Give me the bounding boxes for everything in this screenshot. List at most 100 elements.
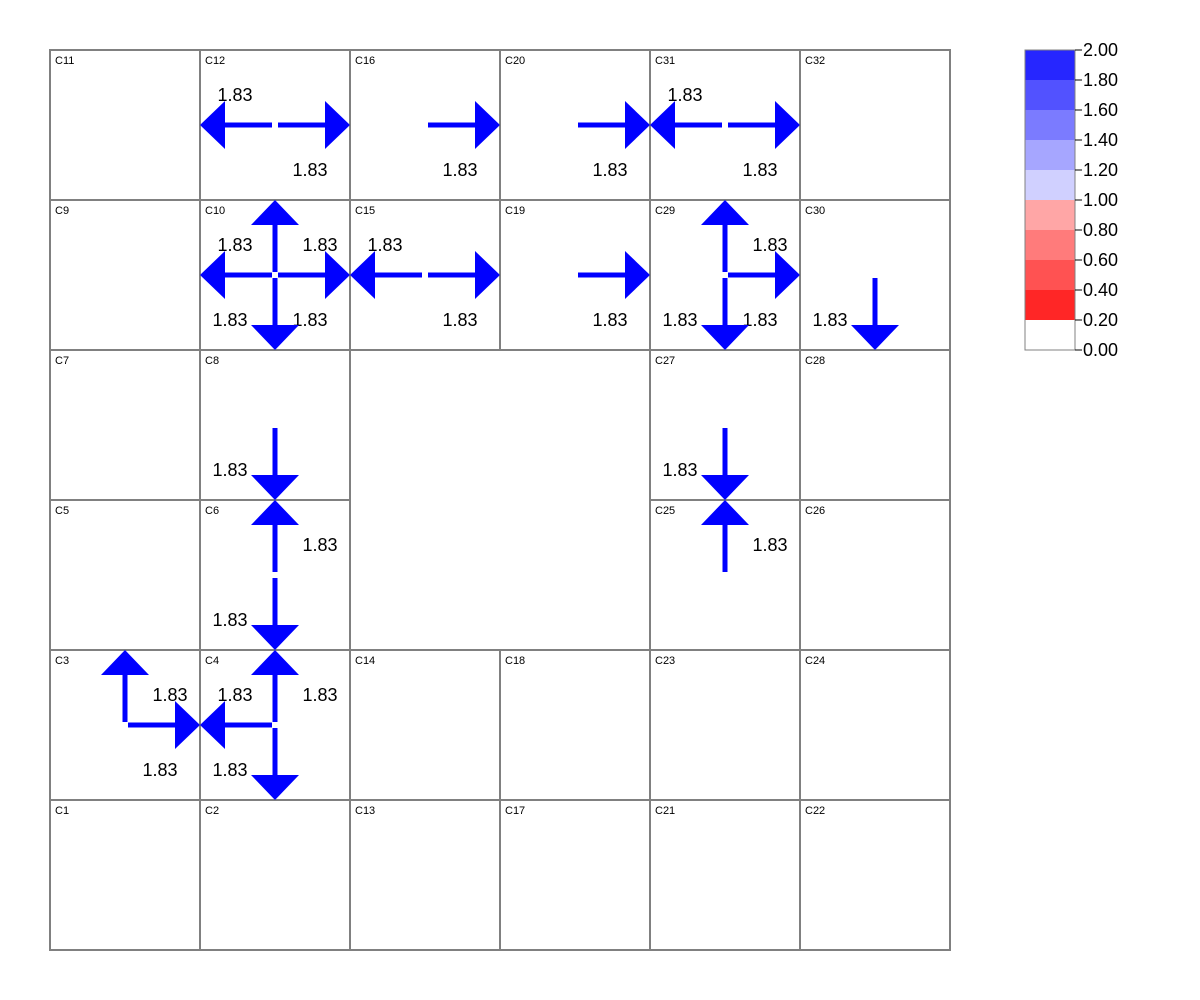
flow-arrow-c31-right: 1.83 <box>728 101 800 180</box>
flow-arrow-c12-left: 1.83 <box>200 85 272 149</box>
flow-value-label: 1.83 <box>592 160 627 180</box>
flow-arrow-c10-down: 1.83 <box>212 278 299 350</box>
arrow-head <box>701 200 749 225</box>
flow-value-label: 1.83 <box>212 760 247 780</box>
legend-swatch <box>1025 230 1075 260</box>
cell-label: C15 <box>355 205 375 217</box>
flow-arrow-c16-right: 1.83 <box>428 101 500 180</box>
cell-box <box>349 649 501 801</box>
flow-arrow-c25-up: 1.83 <box>701 500 788 572</box>
arrow-head <box>475 251 500 299</box>
legend-tick-label: 1.20 <box>1083 160 1118 180</box>
cell-c11: C11 <box>49 49 201 201</box>
flow-arrow-c19-right: 1.83 <box>578 251 650 330</box>
flow-arrow-c29-right: 1.83 <box>728 251 800 330</box>
flow-value-label: 1.83 <box>442 310 477 330</box>
arrow-head <box>775 251 800 299</box>
legend-swatch <box>1025 320 1075 350</box>
cell-c7: C7 <box>49 349 201 501</box>
flow-value-label: 1.83 <box>367 235 402 255</box>
flow-arrow-c15-right: 1.83 <box>428 251 500 330</box>
cell-box <box>499 799 651 951</box>
legend-tick-label: 0.60 <box>1083 250 1118 270</box>
cell-label: C18 <box>505 655 525 667</box>
flow-arrow-c10-up: 1.83 <box>251 200 338 272</box>
cell-label: C26 <box>805 505 825 517</box>
cell-box <box>199 799 351 951</box>
cell-box <box>799 649 951 801</box>
flow-value-label: 1.83 <box>812 310 847 330</box>
cell-label: C22 <box>805 805 825 817</box>
flow-value-label: 1.83 <box>442 160 477 180</box>
flow-arrow-c29-up: 1.83 <box>701 200 788 272</box>
flow-arrow-c29-down: 1.83 <box>662 278 749 350</box>
cell-label: C29 <box>655 205 675 217</box>
cell-c28: C28 <box>799 349 951 501</box>
flow-arrow-c10-right: 1.83 <box>278 251 350 330</box>
arrow-head <box>200 701 225 749</box>
flow-arrow-c8-down: 1.83 <box>212 428 299 500</box>
arrow-head <box>101 650 149 675</box>
arrow-head <box>251 650 299 675</box>
flow-arrow-c6-up: 1.83 <box>251 500 338 572</box>
cell-c9: C9 <box>49 199 201 351</box>
flow-value-label: 1.83 <box>302 535 337 555</box>
arrow-head <box>625 101 650 149</box>
arrow-head <box>851 325 899 350</box>
cell-c22: C22 <box>799 799 951 951</box>
arrow-head <box>325 101 350 149</box>
flow-arrow-c3-up: 1.83 <box>101 650 188 722</box>
arrow-head <box>175 701 200 749</box>
cell-box <box>49 199 201 351</box>
legend-tick-label: 1.00 <box>1083 190 1118 210</box>
cell-c14: C14 <box>349 649 501 801</box>
cell-label: C3 <box>55 655 69 667</box>
cell-label: C2 <box>205 805 219 817</box>
legend-tick-label: 0.20 <box>1083 310 1118 330</box>
cell-box <box>499 649 651 801</box>
cell-label: C32 <box>805 55 825 67</box>
legend-swatch <box>1025 110 1075 140</box>
legend-tick-label: 0.00 <box>1083 340 1118 360</box>
legend-tick-label: 0.80 <box>1083 220 1118 240</box>
flow-value-label: 1.83 <box>667 85 702 105</box>
arrow-head <box>251 625 299 650</box>
cell-box <box>349 799 501 951</box>
flow-value-label: 1.83 <box>302 235 337 255</box>
legend-swatch <box>1025 260 1075 290</box>
cell-c32: C32 <box>799 49 951 201</box>
cell-box <box>49 799 201 951</box>
legend-swatch <box>1025 200 1075 230</box>
legend-tick-label: 2.00 <box>1083 40 1118 60</box>
arrow-head <box>251 475 299 500</box>
legend-swatch <box>1025 140 1075 170</box>
cell-c2: C2 <box>199 799 351 951</box>
flow-value-label: 1.83 <box>217 85 252 105</box>
flow-arrows: 1.83 1.83 1.83 1.83 1.83 1.83 1.83 1.83 1.83 1.83… <box>101 85 899 800</box>
legend-swatch <box>1025 50 1075 80</box>
cell-box <box>49 499 201 651</box>
arrow-head <box>701 475 749 500</box>
cell-label: C23 <box>655 655 675 667</box>
flow-arrow-c4-left: 1.83 <box>200 685 272 749</box>
cell-label: C20 <box>505 55 525 67</box>
cell-label: C12 <box>205 55 225 67</box>
cell-label: C24 <box>805 655 825 667</box>
flow-value-label: 1.83 <box>212 610 247 630</box>
cell-box <box>799 799 951 951</box>
flow-arrow-c4-up: 1.83 <box>251 650 338 722</box>
arrow-head <box>625 251 650 299</box>
cell-label: C16 <box>355 55 375 67</box>
flow-value-label: 1.83 <box>152 685 187 705</box>
flow-value-label: 1.83 <box>662 310 697 330</box>
flow-value-label: 1.83 <box>217 685 252 705</box>
cell-box <box>49 349 201 501</box>
cell-label: C5 <box>55 505 69 517</box>
arrow-head <box>650 101 675 149</box>
arrow-head <box>701 325 749 350</box>
legend-swatch <box>1025 170 1075 200</box>
cell-label: C7 <box>55 355 69 367</box>
flow-value-label: 1.83 <box>752 235 787 255</box>
flow-arrow-c20-right: 1.83 <box>578 101 650 180</box>
